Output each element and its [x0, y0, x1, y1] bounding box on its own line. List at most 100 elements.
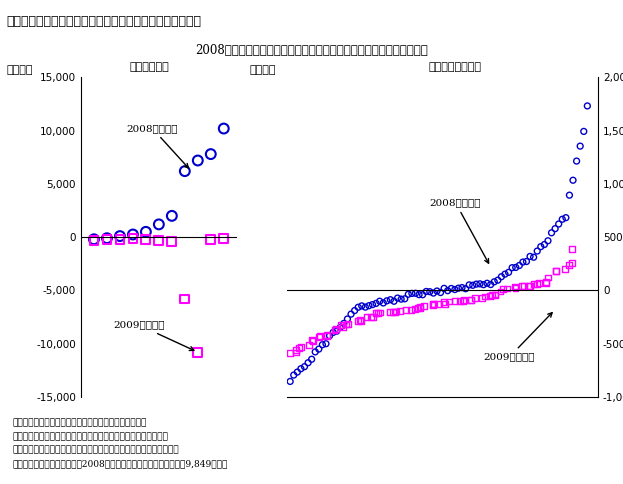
Point: [459, 296, 468, 304]
Point: [206, 235, 216, 243]
Text: （億円）: （億円）: [6, 65, 33, 75]
Point: [285, 349, 295, 357]
Point: [353, 318, 363, 325]
Point: [541, 279, 551, 287]
Point: [440, 300, 450, 307]
Point: [579, 127, 589, 135]
Point: [525, 253, 535, 260]
Point: [285, 378, 295, 385]
Point: [341, 320, 351, 328]
Point: [360, 303, 370, 311]
Point: [551, 267, 561, 275]
Point: [154, 221, 164, 228]
Point: [444, 298, 454, 305]
Point: [455, 297, 465, 305]
Point: [511, 284, 521, 292]
Point: [502, 285, 511, 292]
Point: [468, 281, 478, 289]
Point: [411, 289, 421, 297]
Point: [328, 329, 338, 336]
Point: [466, 296, 476, 303]
Point: [167, 238, 177, 245]
Point: [357, 302, 367, 310]
Point: [541, 278, 551, 286]
Point: [489, 278, 499, 286]
Point: [310, 348, 320, 356]
Point: [368, 313, 378, 321]
Point: [128, 235, 138, 242]
Point: [400, 295, 410, 302]
Point: [464, 281, 474, 289]
Point: [521, 257, 531, 265]
Point: [410, 305, 420, 313]
Point: [450, 298, 460, 305]
Point: [567, 245, 577, 253]
Point: [503, 269, 513, 276]
Point: [219, 125, 229, 133]
Point: [517, 282, 527, 290]
Point: [292, 368, 302, 376]
Point: [493, 276, 503, 284]
Point: [389, 297, 399, 305]
Point: [523, 282, 533, 290]
Point: [390, 308, 400, 316]
Point: [346, 310, 356, 318]
Point: [429, 300, 439, 308]
Point: [395, 307, 405, 315]
Point: [350, 307, 359, 315]
Point: [482, 279, 492, 287]
Point: [564, 261, 574, 269]
Point: [386, 296, 396, 303]
Point: [457, 284, 467, 291]
Text: 2008年３月末: 2008年３月末: [126, 124, 188, 168]
Point: [543, 273, 553, 281]
Point: [561, 214, 571, 222]
Point: [374, 297, 384, 305]
Point: [361, 313, 371, 321]
Point: [470, 294, 480, 302]
Point: [532, 280, 542, 287]
Point: [415, 303, 425, 311]
Point: [490, 291, 500, 299]
Text: 2009年３月末: 2009年３月末: [113, 321, 194, 350]
Point: [355, 317, 365, 324]
Point: [366, 313, 376, 321]
Point: [475, 280, 485, 287]
Point: [300, 363, 310, 371]
Point: [384, 308, 394, 316]
Point: [487, 291, 497, 299]
Point: [291, 348, 301, 356]
Point: [419, 302, 429, 310]
Point: [331, 327, 341, 335]
Point: [486, 281, 496, 288]
Point: [529, 280, 539, 288]
Point: [472, 280, 482, 288]
Point: [478, 281, 488, 288]
Point: [322, 332, 332, 339]
Point: [321, 340, 331, 348]
Point: [371, 300, 381, 307]
Point: [141, 235, 151, 243]
Point: [446, 285, 456, 292]
Point: [564, 191, 574, 199]
Point: [154, 237, 164, 244]
Point: [392, 294, 402, 302]
Point: [296, 365, 306, 373]
Point: [373, 309, 383, 317]
Point: [561, 265, 571, 272]
Point: [288, 371, 298, 379]
Point: [343, 315, 353, 323]
Point: [396, 295, 406, 303]
Point: [391, 308, 401, 316]
Point: [303, 359, 313, 367]
Point: [568, 176, 578, 184]
Point: [407, 289, 417, 297]
Point: [525, 282, 535, 289]
Point: [412, 304, 422, 312]
Point: [141, 228, 151, 236]
Point: [401, 306, 411, 314]
Point: [102, 234, 112, 242]
Point: [536, 243, 546, 251]
Point: [439, 285, 449, 292]
Point: [425, 288, 435, 296]
